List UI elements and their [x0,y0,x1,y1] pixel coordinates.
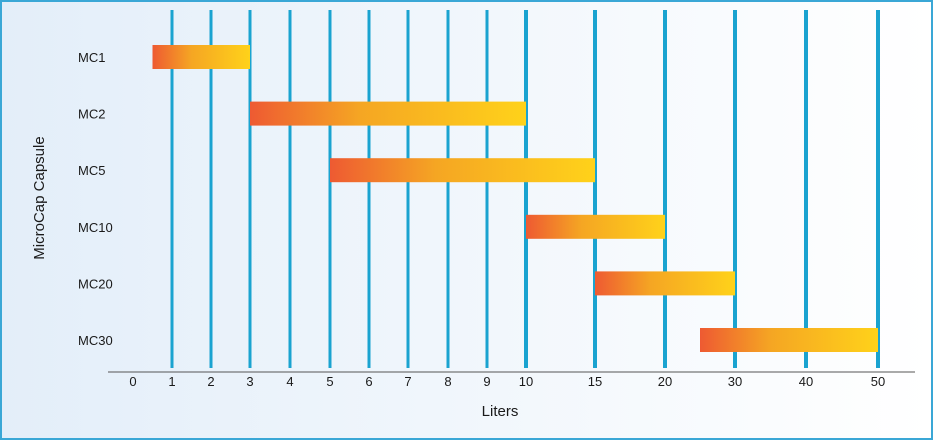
x-tick-label: 9 [483,374,490,389]
x-tick-label: 8 [444,374,451,389]
x-tick-label: 6 [365,374,372,389]
x-tick-label: 30 [728,374,742,389]
x-tick-label: 5 [326,374,333,389]
x-tick-label: 10 [519,374,533,389]
bar-mc5 [330,158,595,182]
x-tick-label: 40 [799,374,813,389]
x-tick-label: 3 [246,374,253,389]
x-tick-label: 2 [207,374,214,389]
x-tick-label: 15 [588,374,602,389]
x-tick-label: 7 [404,374,411,389]
category-label: MC30 [78,333,113,348]
bar-mc30 [700,328,878,352]
category-label: MC5 [78,163,105,178]
bar-mc20 [595,271,735,295]
bar-mc2 [250,102,526,126]
x-axis-title: Liters [482,403,519,420]
category-label: MC10 [78,220,113,235]
y-axis-title: MicroCap Capsule [31,136,48,259]
category-label: MC1 [78,50,105,65]
category-label: MC2 [78,107,105,122]
bar-mc1 [153,45,251,69]
x-tick-label: 50 [871,374,885,389]
bar-mc10 [526,215,665,239]
x-tick-label: 0 [129,374,136,389]
x-tick-label: 4 [286,374,293,389]
x-tick-label: 20 [658,374,672,389]
category-label: MC20 [78,276,113,291]
x-tick-label: 1 [168,374,175,389]
